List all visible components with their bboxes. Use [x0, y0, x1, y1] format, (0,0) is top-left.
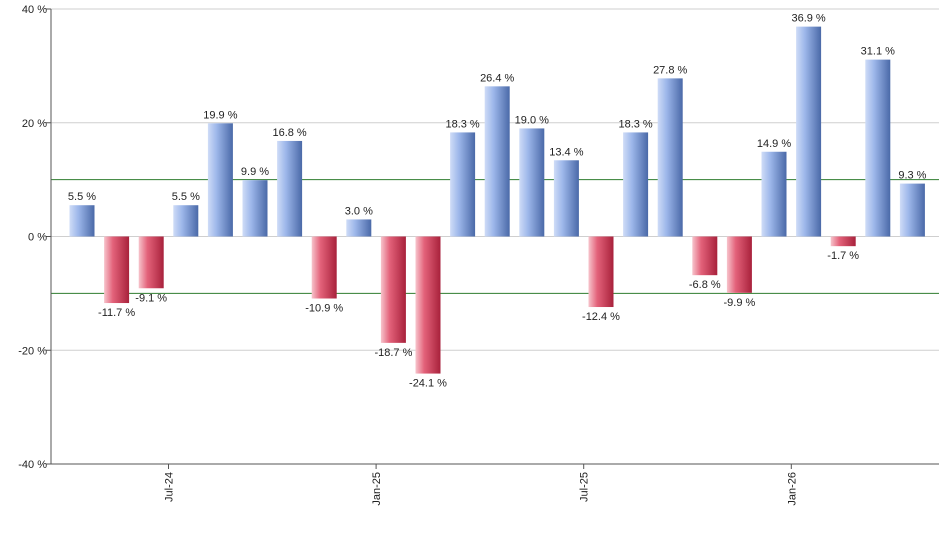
- bar: [899, 183, 925, 237]
- bar: [415, 236, 441, 374]
- bar: [104, 236, 130, 304]
- data-label: 19.9 %: [203, 109, 237, 121]
- bar: [69, 205, 95, 237]
- bar-series: [69, 26, 925, 374]
- y-tick-label: -20 %: [18, 345, 47, 357]
- bar: [242, 180, 268, 237]
- y-tick-label: 40 %: [22, 4, 47, 16]
- y-axis-tick-labels: 40 % 20 % 0 % -20 % -40 %: [18, 4, 47, 471]
- bar: [311, 236, 337, 299]
- bar: [657, 78, 683, 237]
- bar: [796, 26, 822, 237]
- x-tick-label: Jul-25: [579, 472, 591, 502]
- data-label: 5.5 %: [68, 191, 96, 203]
- y-tick-label: 20 %: [22, 118, 47, 130]
- data-label: 9.3 %: [898, 170, 926, 182]
- bar: [450, 132, 476, 237]
- data-label: -24.1 %: [409, 378, 447, 390]
- data-labels: 5.5 % -11.7 %-9.1 % 5.5 % 19.9 % 9.9 % 16.8 %…: [68, 13, 927, 390]
- x-tick-label: Jan-25: [371, 472, 383, 506]
- bar: [484, 86, 510, 237]
- data-label: 16.8 %: [272, 127, 306, 139]
- axes: [46, 8, 939, 469]
- data-label: 19.0 %: [515, 114, 549, 126]
- x-tick-label: Jul-24: [164, 472, 176, 502]
- bar: [553, 160, 579, 237]
- bar: [380, 236, 406, 343]
- bar: [138, 236, 164, 289]
- bar: [830, 236, 856, 247]
- y-tick-label: 0 %: [28, 232, 47, 244]
- bar: [346, 219, 372, 237]
- bar: [588, 236, 614, 308]
- bar: [726, 236, 752, 293]
- bar: [207, 123, 233, 237]
- data-label: -12.4 %: [582, 311, 620, 323]
- bar: [761, 151, 787, 237]
- data-label: 31.1 %: [861, 46, 895, 58]
- data-label: 18.3 %: [445, 118, 479, 130]
- data-label: 27.8 %: [653, 64, 687, 76]
- data-label: 13.4 %: [549, 146, 583, 158]
- bar: [173, 205, 199, 237]
- bar: [865, 59, 891, 237]
- data-label: -6.8 %: [689, 279, 721, 291]
- data-label: 5.5 %: [172, 191, 200, 203]
- data-label: -18.7 %: [374, 347, 412, 359]
- data-label: -9.9 %: [724, 297, 756, 309]
- bar: [277, 140, 303, 237]
- data-label: 3.0 %: [345, 205, 373, 217]
- data-label: 14.9 %: [757, 138, 791, 150]
- data-label: -10.9 %: [305, 302, 343, 314]
- x-axis-tick-labels: Jul-24 Jan-25 Jul-25 Jan-26: [164, 472, 799, 506]
- data-label: 26.4 %: [480, 72, 514, 84]
- data-label: 36.9 %: [791, 13, 825, 25]
- data-label: -11.7 %: [98, 307, 135, 319]
- data-label: 9.9 %: [241, 166, 269, 178]
- data-label: -9.1 %: [135, 292, 167, 304]
- data-label: 18.3 %: [618, 118, 652, 130]
- y-tick-label: -40 %: [18, 459, 47, 471]
- bar: [692, 236, 718, 276]
- bar: [519, 128, 545, 237]
- data-label: -1.7 %: [827, 250, 859, 262]
- bar: [623, 132, 649, 237]
- x-tick-label: Jan-26: [786, 472, 798, 506]
